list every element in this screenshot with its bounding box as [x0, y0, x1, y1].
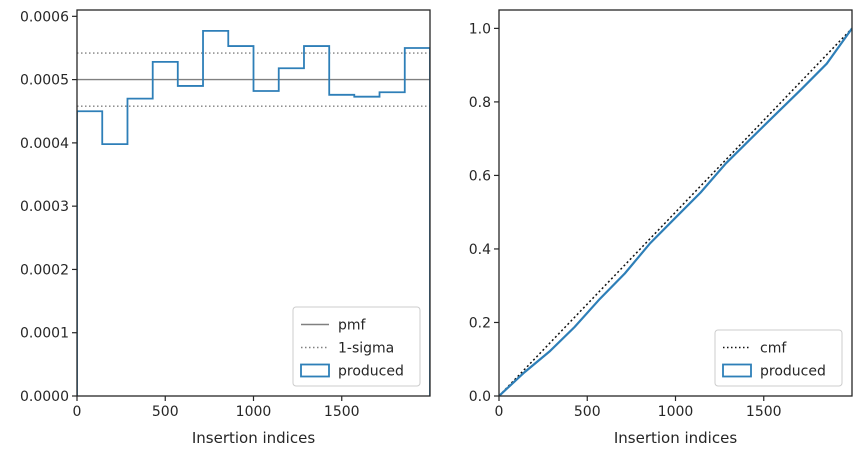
- right-xtick-label-3: 1500: [746, 404, 782, 420]
- left-legend-pmf-label: pmf: [338, 318, 367, 334]
- right-ytick-label-1: 0.2: [469, 315, 491, 331]
- right-ytick-label-2: 0.4: [469, 242, 491, 258]
- right-plot-area: [499, 27, 852, 396]
- cmf-series-line: [499, 27, 852, 396]
- left-legend-1-sigma-label: 1-sigma: [338, 341, 394, 357]
- left-ytick-label-3: 0.0003: [20, 199, 69, 215]
- left-ytick-label-6: 0.0006: [20, 9, 69, 25]
- left-ytick-label-5: 0.0005: [20, 73, 69, 89]
- left-legend-produced-label: produced: [338, 364, 404, 380]
- produced-step-histogram: [77, 29, 430, 396]
- right-xtick-label-0: 0: [495, 404, 504, 420]
- right-xlabel: Insertion indices: [614, 429, 737, 447]
- left-ytick-label-0: 0.0000: [20, 389, 69, 405]
- right-ytick-label-5: 1.0: [469, 21, 491, 37]
- left-legend-produced-swatch: [300, 363, 330, 378]
- right-legend-produced-label: produced: [760, 364, 826, 380]
- right-xtick-label-2: 1000: [658, 404, 694, 420]
- right-xtick-label-1: 500: [574, 404, 601, 420]
- left-legend: pmf 1-sigma produced: [292, 306, 421, 387]
- left-legend-box: [292, 306, 421, 387]
- left-xlabel: Insertion indices: [192, 429, 315, 447]
- right-legend-produced-swatch: [722, 363, 752, 378]
- left-xtick-label-3: 1500: [324, 404, 360, 420]
- cmf-line-chart: 0 500 1000 1500 0.0 0.2 0.4 0.6 0.8 1.0 Insertion …: [469, 9, 853, 447]
- left-xtick-label-0: 0: [73, 404, 82, 420]
- left-xtick-label-2: 1000: [236, 404, 272, 420]
- left-plot-area: [77, 29, 430, 396]
- right-ytick-label-3: 0.6: [469, 168, 491, 184]
- left-xtick-label-1: 500: [152, 404, 179, 420]
- left-ytick-label-1: 0.0001: [20, 326, 69, 342]
- right-legend-cmf-label: cmf: [760, 341, 787, 357]
- right-legend-box: [714, 329, 843, 387]
- left-ytick-label-2: 0.0002: [20, 262, 69, 278]
- left-ytick-label-4: 0.0004: [20, 136, 69, 152]
- right-ytick-label-0: 0.0: [469, 389, 491, 405]
- right-legend: cmf produced: [714, 329, 843, 387]
- pmf-histogram-chart: 0 500 1000 1500 0.0000 0.0001 0.0002 0.0003 0.00…: [20, 9, 431, 447]
- right-ytick-label-4: 0.8: [469, 95, 491, 111]
- produced-series-line: [499, 27, 852, 396]
